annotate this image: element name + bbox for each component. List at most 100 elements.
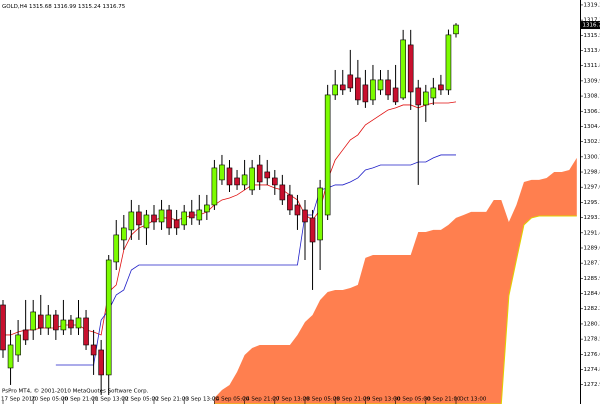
candle-body — [438, 84, 444, 91]
x-tick-label: 22 Sep 05:00 — [122, 397, 159, 403]
candle-body — [15, 334, 21, 356]
current-price-label: 1316.75 — [583, 23, 600, 29]
candle-body — [128, 211, 135, 231]
candle-body — [287, 194, 293, 211]
indicator-line — [55, 154, 456, 366]
x-tick-label: 30 Sep 21:00 — [424, 397, 461, 403]
candle-body — [339, 84, 346, 91]
y-tick-label: 1289.60 — [584, 245, 600, 251]
candle-body — [143, 214, 150, 229]
header-high: 1316.99 — [54, 4, 77, 10]
symbol: GOLD,H4 — [2, 4, 28, 10]
candle-body — [400, 39, 406, 99]
y-tick-label: 1300.70 — [584, 154, 600, 160]
y-tick-label: 1280.35 — [584, 321, 600, 327]
candle-body — [151, 214, 157, 223]
y-tick-label: 1295.15 — [584, 200, 600, 206]
candle-body — [234, 177, 240, 186]
candle-body — [422, 91, 429, 106]
candle-body — [22, 329, 29, 341]
y-tick-label: 1276.65 — [584, 352, 600, 358]
candle-body — [324, 94, 331, 216]
y-tick-label: 1309.95 — [584, 78, 600, 84]
candle-body — [219, 164, 225, 181]
candle-body — [30, 311, 37, 331]
y-tick-label: 1315.50 — [584, 33, 600, 39]
candle-body — [279, 184, 286, 201]
candle-body — [45, 314, 52, 329]
candle-body — [377, 79, 384, 91]
candle-body — [317, 187, 323, 241]
header-low: 1315.24 — [78, 4, 101, 10]
candle-body — [309, 217, 316, 243]
ichimoku-cloud — [214, 157, 577, 404]
candle-body — [453, 24, 459, 35]
y-tick-label: 1319.20 — [584, 2, 600, 8]
candle-body — [249, 167, 255, 191]
candle-body — [385, 79, 391, 96]
candle-body — [332, 84, 339, 96]
candle-body — [136, 211, 142, 226]
candle-body — [188, 211, 195, 219]
candle-body — [158, 209, 165, 223]
candle-body — [370, 79, 376, 101]
x-tick-label: 23 Sep 13:00 — [182, 397, 219, 403]
candle-body — [347, 74, 354, 89]
x-tick-label: 22 Sep 21:00 — [152, 397, 189, 403]
y-tick-label: 1298.85 — [584, 170, 600, 176]
y-tick-label: 1317.35 — [584, 18, 600, 24]
candle-body — [37, 314, 44, 329]
candle-body — [392, 87, 399, 103]
candle-body — [68, 319, 74, 329]
candle-body — [166, 209, 172, 229]
candle-body — [98, 349, 104, 376]
x-tick-label: 28 Sep 21:00 — [333, 397, 370, 403]
candle-body — [83, 317, 89, 346]
y-tick-label: 1302.55 — [584, 139, 600, 145]
x-tick-label: 1 Oct 13:00 — [454, 397, 487, 403]
y-tick-label: 1284.05 — [584, 291, 600, 297]
candle-body — [256, 164, 263, 183]
y-tick-label: 1308.10 — [584, 94, 600, 100]
candle-body — [407, 44, 414, 93]
candle-body — [302, 209, 308, 223]
current-price-box — [581, 21, 600, 30]
candle-body — [60, 319, 67, 331]
symbol-header: GOLD,H4 1315.68 1316.99 1315.24 1316.75 — [2, 4, 126, 10]
candle-body — [53, 314, 59, 331]
cloud-edge — [214, 215, 577, 404]
candle-body — [204, 204, 210, 213]
candle-body — [121, 227, 127, 241]
candle-body — [415, 87, 422, 106]
y-tick-label: 1313.65 — [584, 48, 600, 54]
candle-body — [264, 171, 271, 179]
y-tick-label: 1274.80 — [584, 367, 600, 373]
header-open: 1315.68 — [29, 4, 52, 10]
x-tick-label: 24 Sep 21:00 — [243, 397, 280, 403]
candle-body — [355, 77, 361, 101]
candle-body — [362, 84, 369, 103]
y-tick-label: 1287.75 — [584, 261, 600, 267]
candle-body — [271, 177, 278, 186]
candle-body — [75, 317, 82, 329]
candle-body — [90, 344, 97, 356]
y-tick-label: 1272.95 — [584, 382, 600, 388]
plot-area — [0, 23, 577, 404]
candle-body — [196, 209, 203, 221]
candle-body — [211, 167, 218, 206]
candle-body — [181, 211, 187, 226]
x-tick-label: 20 Sep 21:00 — [61, 397, 98, 403]
candle-body — [445, 34, 452, 91]
candle-body — [430, 87, 437, 99]
y-tick-label: 1297.00 — [584, 185, 600, 191]
x-tick-label: 17 Sep 2010 — [1, 397, 36, 403]
y-tick-label: 1311.80 — [584, 63, 600, 69]
candle-body — [241, 174, 248, 186]
y-tick-label: 1291.45 — [584, 230, 600, 236]
x-tick-label: 28 Sep 05:00 — [303, 397, 340, 403]
x-tick-label: 29 Sep 13:00 — [363, 397, 400, 403]
candle-body — [0, 304, 6, 351]
candle-body — [113, 234, 120, 263]
x-tick-label: 21 Sep 13:00 — [92, 397, 129, 403]
